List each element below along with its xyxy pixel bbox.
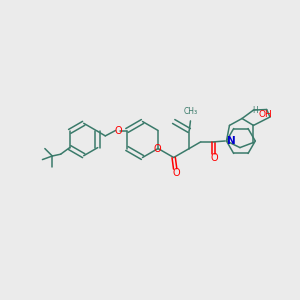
Text: CH₃: CH₃: [183, 107, 197, 116]
Text: O: O: [114, 125, 122, 136]
Text: N: N: [227, 136, 236, 146]
Text: H: H: [252, 106, 258, 115]
Text: OH: OH: [259, 110, 273, 119]
Text: O: O: [211, 153, 218, 163]
Text: O: O: [172, 168, 180, 178]
Text: O: O: [154, 143, 161, 154]
